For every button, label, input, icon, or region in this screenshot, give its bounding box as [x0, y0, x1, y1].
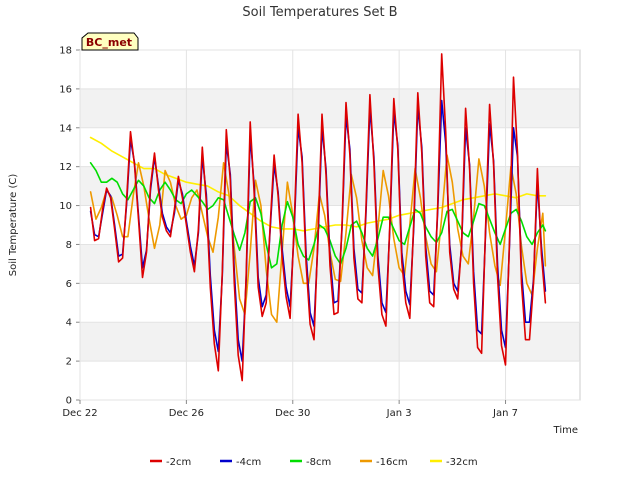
legend-label: -8cm — [306, 457, 331, 468]
x-tick-label: Dec 22 — [62, 408, 97, 419]
legend: -2cm -4cm -8cm -16cm -32cm — [150, 457, 478, 468]
grid-band — [80, 166, 580, 206]
y-tick-label: 18 — [59, 46, 72, 57]
station-badge-label: BC_met — [86, 36, 132, 49]
x-axis-title: Time — [553, 425, 578, 436]
y-tick-label: 12 — [59, 162, 72, 173]
x-tick-label: Jan 7 — [492, 408, 518, 419]
series-line-2cm — [89, 53, 547, 382]
legend-label: -16cm — [376, 457, 408, 468]
legend-label: -4cm — [236, 457, 261, 468]
y-tick-label: 10 — [59, 201, 72, 212]
y-axis-title: Soil Temperature (C) — [8, 174, 19, 277]
x-tick-label: Dec 30 — [275, 408, 310, 419]
station-badge: BC_met — [81, 32, 139, 51]
series-lines — [89, 53, 547, 382]
y-tick-label: 4 — [66, 318, 72, 329]
x-tick-label: Dec 26 — [169, 408, 204, 419]
y-tick-label: 2 — [66, 357, 72, 368]
y-tick-label: 6 — [66, 279, 72, 290]
y-tick-label: 8 — [66, 240, 72, 251]
chart-title: Soil Temperatures Set B — [242, 5, 397, 20]
grid-bands — [80, 88, 580, 362]
x-tick-label: Jan 3 — [386, 408, 412, 419]
grid-band — [80, 322, 580, 362]
y-tick-label: 14 — [59, 123, 72, 134]
y-tick-label: 0 — [66, 396, 72, 407]
y-tick-label: 16 — [59, 84, 72, 95]
legend-label: -2cm — [166, 457, 191, 468]
legend-label: -32cm — [446, 457, 478, 468]
grid-band — [80, 88, 580, 128]
